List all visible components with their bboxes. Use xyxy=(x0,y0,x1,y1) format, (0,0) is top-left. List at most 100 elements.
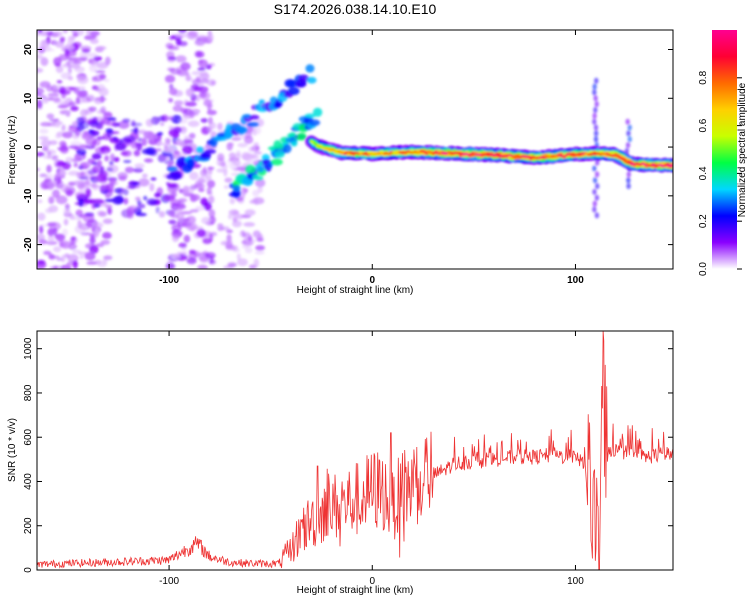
spectrogram-blob xyxy=(231,160,240,165)
spectrogram-blob xyxy=(185,70,190,78)
spectrogram-blob xyxy=(37,199,43,204)
spectrogram-band-segment xyxy=(441,151,447,155)
spectrogram-band-segment xyxy=(666,164,673,168)
spectrogram-ridge-blob xyxy=(247,122,259,127)
y-tick-label: 0 xyxy=(23,144,34,150)
snr-y-label: SNR (10 * v/v) xyxy=(7,418,18,482)
spectrogram-blob xyxy=(207,33,214,42)
spectrogram-spike-blob xyxy=(594,194,600,201)
spectrogram-ridge-blob xyxy=(252,173,259,180)
spectrogram-blob xyxy=(73,161,78,168)
spectrogram-blob xyxy=(97,160,103,167)
spectrogram-blob xyxy=(228,142,235,147)
spectrogram-blob xyxy=(96,61,109,69)
spectrogram-blob xyxy=(133,149,141,157)
spectrogram-blob xyxy=(78,57,88,61)
spectrogram-blob xyxy=(105,121,118,127)
spectrogram-blob xyxy=(227,213,233,220)
spectrogram-blob xyxy=(217,122,223,131)
spectrogram-blob xyxy=(95,97,107,102)
spectrogram-blob xyxy=(88,106,97,112)
spectrogram-band-segment xyxy=(361,151,368,156)
spectrogram-ridge-blob xyxy=(242,114,252,119)
spectrogram-blob xyxy=(55,195,68,205)
spectrogram-blob xyxy=(143,158,154,163)
spectrogram-band-segment xyxy=(663,163,670,167)
spectrogram-blob xyxy=(48,140,58,146)
spectrogram-blob xyxy=(217,223,224,228)
spectrogram-ridge-blob xyxy=(232,184,241,192)
colorbar-gradient xyxy=(712,30,737,269)
spectrogram-blob xyxy=(100,106,107,114)
spectrogram-blob xyxy=(136,129,147,135)
spectrogram-blob xyxy=(40,122,52,127)
spectrogram-blob xyxy=(183,217,191,222)
spectrogram-blob xyxy=(161,142,171,146)
spectrogram-blob xyxy=(37,167,41,172)
spectrogram-blob xyxy=(179,142,187,148)
spectrogram-blob xyxy=(63,208,72,214)
spectrogram-blob xyxy=(37,67,44,73)
y-tick-label: 10 xyxy=(23,92,34,104)
spectrogram-blob xyxy=(72,260,78,269)
spectrogram-spike-blob xyxy=(626,177,631,184)
spectrogram-blob xyxy=(59,86,66,94)
spectrogram-blob xyxy=(71,63,81,69)
spectrogram-blob xyxy=(167,115,174,121)
spectrogram-blob xyxy=(38,136,49,140)
spectrogram-ridge-blob xyxy=(305,64,315,73)
spectrogram-blob xyxy=(137,178,150,187)
spectrogram-blob xyxy=(84,212,95,217)
spectrogram-blob xyxy=(90,60,96,68)
spectrogram-blob xyxy=(69,36,76,40)
spectrogram-blob xyxy=(81,48,91,54)
spectrogram-blob xyxy=(234,152,241,160)
spectrogram-blob xyxy=(112,180,119,186)
spectrogram-ridge-blob xyxy=(171,172,182,180)
spectrogram-spike-blob xyxy=(592,89,597,96)
spectrogram-blob xyxy=(79,255,84,259)
spectrogram-spike-blob xyxy=(592,188,597,195)
spectrogram-blob xyxy=(78,198,84,207)
spectrogram-blob xyxy=(37,32,44,36)
spectrogram-blob xyxy=(84,198,96,204)
spectrogram-blob xyxy=(67,40,73,47)
spectrogram-blob xyxy=(141,137,148,147)
spectrogram-blob xyxy=(121,150,132,157)
spectrogram-blob xyxy=(150,177,157,181)
spectrogram-blob xyxy=(49,222,61,231)
spectrogram-blob xyxy=(208,116,213,125)
spectrogram-blob xyxy=(98,211,107,217)
spectrogram-blob xyxy=(52,227,58,237)
spectrogram-blob xyxy=(154,192,161,198)
spectrogram-blob xyxy=(155,139,162,147)
spectrogram-blob xyxy=(61,124,66,132)
spectrogram-blob xyxy=(77,30,85,36)
spectrogram-blob xyxy=(255,145,260,151)
spectrogram-blob xyxy=(195,94,201,102)
spectrogram-blob xyxy=(131,120,136,127)
colorbar: 0.0 0.2 0.4 0.6 0.8 Normalized spectral ampl… xyxy=(698,30,748,276)
spectrogram-blob xyxy=(38,239,48,245)
snr-frame xyxy=(36,330,674,571)
spectrogram-blob xyxy=(237,142,248,148)
spectrogram-blob xyxy=(182,138,194,145)
spectrogram-blob xyxy=(246,159,259,165)
spectrogram-blob xyxy=(254,178,266,188)
spectrogram-blob xyxy=(77,121,90,130)
spectrogram-band-segment xyxy=(508,153,514,158)
spectrogram-blob xyxy=(70,236,77,241)
y-tick-label: 20 xyxy=(23,44,34,56)
spectrogram-blob xyxy=(244,209,256,216)
spectrogram-blob xyxy=(75,209,84,217)
spectrogram-blob xyxy=(193,250,200,257)
spectrogram-blob xyxy=(93,199,105,204)
spectrogram-band-segment xyxy=(511,155,517,159)
spectrogram-blob xyxy=(89,30,100,36)
spectrogram-blob xyxy=(37,152,45,157)
spectrogram-blob xyxy=(201,216,212,225)
spectrogram-blob xyxy=(172,234,180,243)
spectrogram-spike-blob xyxy=(593,106,598,113)
snr-panel: -100 0 100 0 200 400 600 800 1000 Height of str… xyxy=(7,330,674,596)
spectrogram-blob xyxy=(123,197,129,205)
